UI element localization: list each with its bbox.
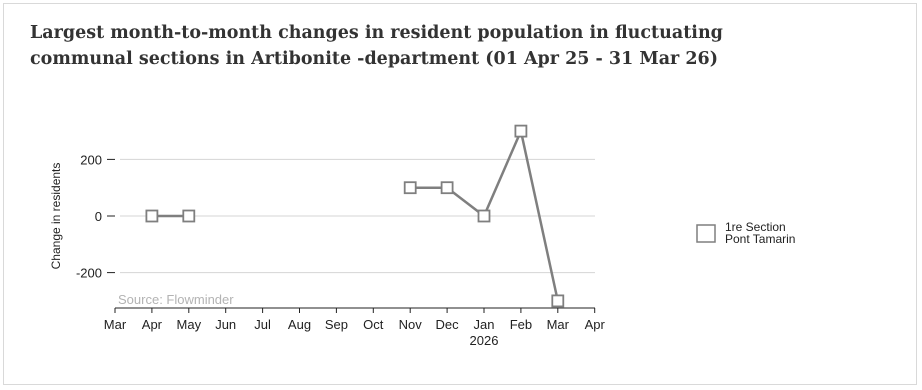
x-tick-label: Jul [254, 317, 271, 332]
x-tick-label: May [177, 317, 202, 332]
x-year-label: 2026 [470, 333, 499, 348]
chart-frame [3, 3, 917, 385]
data-point-marker [403, 181, 417, 195]
legend-label: 1re Section [725, 220, 786, 234]
x-tick-label: Aug [288, 317, 311, 332]
y-tick-label: 200 [80, 152, 102, 167]
y-axis: 200 0 -200 [76, 152, 115, 281]
data-point-marker [477, 209, 491, 223]
grid-lines [120, 158, 595, 274]
data-point-marker [551, 294, 565, 308]
source-note: Source: Flowminder [118, 292, 234, 307]
x-tick-label: Dec [436, 317, 460, 332]
plot-area [145, 124, 565, 308]
legend-swatch [696, 224, 716, 243]
x-tick-label: Jan [474, 317, 495, 332]
x-tick-label: Mar [547, 317, 570, 332]
y-tick-label: -200 [76, 266, 102, 281]
chart-title: Largest month-to-month changes in reside… [30, 23, 723, 69]
x-tick-label: Nov [399, 317, 423, 332]
data-point-marker [440, 181, 454, 195]
x-tick-label: Mar [104, 317, 127, 332]
x-tick-label: Apr [585, 317, 606, 332]
x-tick-label: Feb [510, 317, 532, 332]
y-tick-label: 0 [95, 209, 102, 224]
x-tick-label: Jun [215, 317, 236, 332]
y-axis-title: Change in residents [49, 163, 63, 270]
x-tick-label: Oct [363, 317, 384, 332]
x-tick-label: Sep [325, 317, 348, 332]
legend-label: Pont Tamarin [725, 232, 795, 246]
x-tick-label: Apr [142, 317, 163, 332]
x-axis: Mar Apr May Jun Jul Aug Sep Oct Nov Dec Jan Feb Mar A… [104, 307, 606, 348]
data-point-marker [514, 124, 528, 138]
data-point-marker [182, 209, 196, 223]
data-point-marker [145, 209, 159, 223]
